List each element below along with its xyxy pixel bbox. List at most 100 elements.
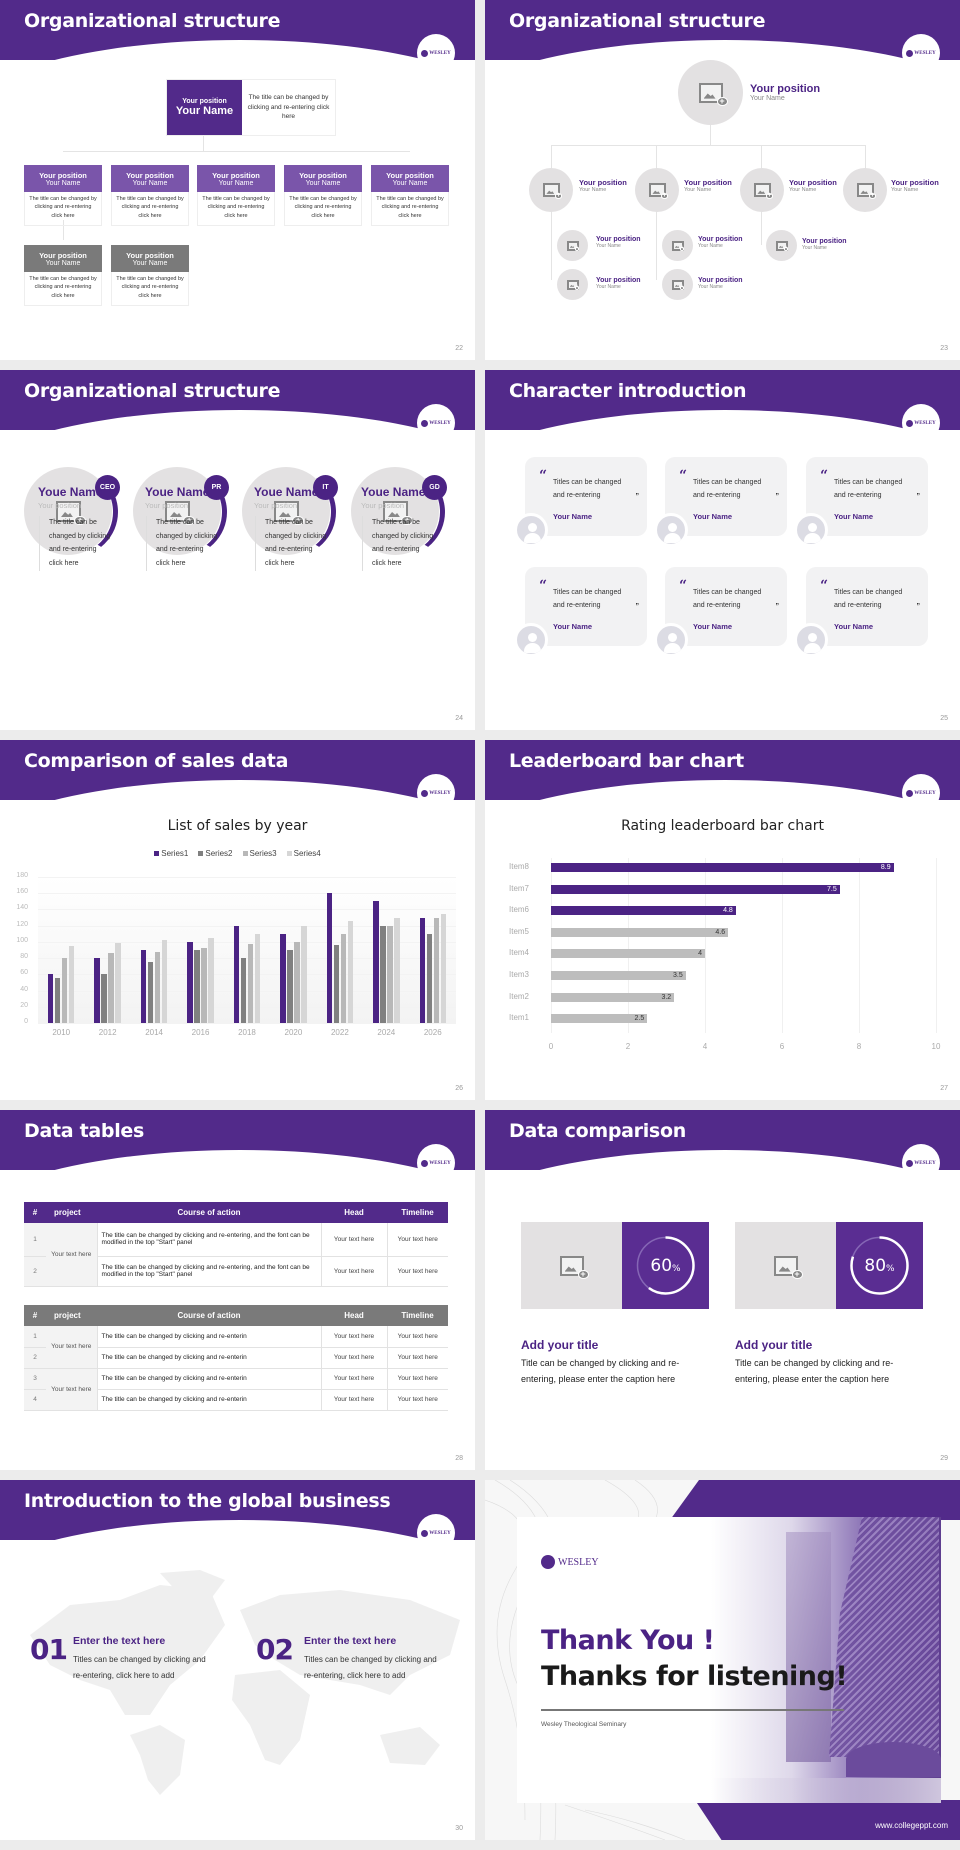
gridline xyxy=(38,925,456,927)
legend-item: Series4 xyxy=(286,849,321,858)
photo-placeholder[interactable]: + CEO xyxy=(24,467,120,557)
member-desc: The title can be changed by clicking and… xyxy=(39,516,111,571)
user-icon xyxy=(528,523,537,532)
bar xyxy=(380,925,386,1023)
slide-30[interactable]: Introduction to the global business WESL… xyxy=(0,1480,475,1840)
y-tick-label: Item4 xyxy=(509,948,530,958)
testimonial-card[interactable]: “ Titles can be changed and re-entering ” Y… xyxy=(806,457,928,536)
x-tick-label: 2014 xyxy=(145,1028,163,1037)
slide-24[interactable]: Organizational structure WESLEY + CEO Yo… xyxy=(0,370,475,730)
org-card[interactable]: Your position Your Name The title can be … xyxy=(284,165,362,227)
quote-open-icon: “ xyxy=(820,468,829,484)
photo-placeholder[interactable]: + xyxy=(557,269,588,300)
page-number: 26 xyxy=(455,1085,463,1092)
slide-22[interactable]: Organizational structure WESLEY Your pos… xyxy=(0,0,475,360)
table-row[interactable]: 4 The title can be changed by clicking a… xyxy=(24,1389,448,1411)
slide-title: Character introduction xyxy=(509,380,747,402)
level3-member: Your position Your Name xyxy=(596,277,641,290)
testimonial-name: Your Name xyxy=(553,622,593,631)
slide-31-thank-you[interactable]: WESLEY Thank You ! Thanks for listening!… xyxy=(485,1480,960,1840)
page-number: 28 xyxy=(455,1455,463,1462)
slide-26[interactable]: Comparison of sales data WESLEY List of … xyxy=(0,740,475,1100)
photo-placeholder[interactable]: + xyxy=(662,269,693,300)
wesley-logo: WESLEY xyxy=(417,34,455,72)
table-row[interactable]: 2 The title can be changed by clicking a… xyxy=(24,1256,448,1287)
testimonial-text: Titles can be changed and re-entering xyxy=(693,589,762,609)
photo-placeholder[interactable]: + xyxy=(678,60,743,125)
table-header-row: # project Course of action Head Timeline xyxy=(24,1202,448,1223)
user-icon xyxy=(528,633,537,642)
shrub-image xyxy=(846,1742,941,1777)
card-header: Your position Your Name xyxy=(111,245,189,272)
bar xyxy=(387,925,393,1023)
org-top-box[interactable]: Your position Your Name The title can be… xyxy=(166,79,336,136)
member-desc: The title can be changed by clicking and… xyxy=(255,516,327,571)
wesley-logo: WESLEY xyxy=(902,34,940,72)
org-card[interactable]: Your position Your Name The title can be … xyxy=(111,165,189,227)
slide-title: Organizational structure xyxy=(24,380,281,402)
photo-placeholder[interactable]: + xyxy=(635,168,679,212)
bar xyxy=(333,945,340,1023)
bar xyxy=(294,941,300,1023)
photo-placeholder[interactable]: + xyxy=(521,1222,622,1309)
bar: 3.2 xyxy=(551,992,675,1002)
progress-ring-icon xyxy=(636,1236,695,1295)
bar xyxy=(101,974,107,1023)
org-card[interactable]: Your position Your Name The title can be … xyxy=(24,245,102,307)
x-tick-label: 6 xyxy=(779,1042,785,1051)
photo-placeholder[interactable]: + xyxy=(557,230,588,261)
add-image-icon: + xyxy=(164,500,195,526)
y-tick-label: 40 xyxy=(20,985,28,993)
card-header: Your position Your Name xyxy=(111,165,189,192)
photo-placeholder[interactable]: + xyxy=(529,168,573,212)
page-number: 30 xyxy=(455,1825,463,1832)
website-link[interactable]: www.collegeppt.com xyxy=(875,1821,948,1830)
accent-ring xyxy=(353,467,445,557)
testimonial-name: Your Name xyxy=(553,512,593,521)
page-number: 27 xyxy=(940,1085,948,1092)
data-table-2: # project Course of action Head Timeline… xyxy=(24,1305,448,1411)
header-curve xyxy=(485,1150,960,1230)
photo-placeholder[interactable]: + GD xyxy=(351,467,447,557)
slide-28[interactable]: Data tables WESLEY # project Course of a… xyxy=(0,1110,475,1470)
table-row[interactable]: 3 Your text here The title can be change… xyxy=(24,1368,448,1411)
testimonial-text: Titles can be changed and re-entering xyxy=(553,479,622,499)
legend-item: Series2 xyxy=(198,849,233,858)
slide-29[interactable]: Data comparison WESLEY + 60% Add your ti… xyxy=(485,1110,960,1470)
table-row[interactable]: 1 Your text here The title can be change… xyxy=(24,1326,448,1369)
photo-placeholder[interactable]: + xyxy=(662,230,693,261)
photo-placeholder[interactable]: + xyxy=(740,168,784,212)
photo-placeholder[interactable]: + xyxy=(735,1222,836,1309)
avatar xyxy=(794,623,828,657)
progress-ring-icon xyxy=(850,1236,909,1295)
table-row[interactable]: 1 Your text here The title can be change… xyxy=(24,1223,448,1287)
top-desc: The title can be changed by clicking and… xyxy=(247,93,330,121)
item-number: 02 xyxy=(256,1633,294,1666)
org-card[interactable]: Your position Your Name The title can be … xyxy=(371,165,449,227)
org-card[interactable]: Your position Your Name The title can be … xyxy=(197,165,275,227)
slide-title: Introduction to the global business xyxy=(24,1490,391,1512)
bar-value-label: 4.8 xyxy=(723,907,733,915)
role-badge: CEO xyxy=(95,475,120,500)
org-card[interactable]: Your position Your Name The title can be … xyxy=(24,165,102,227)
bar xyxy=(208,937,214,1023)
bar xyxy=(326,893,333,1023)
org-card[interactable]: Your position Your Name The title can be … xyxy=(111,245,189,307)
photo-placeholder[interactable]: + xyxy=(843,168,887,212)
x-tick-label: 2016 xyxy=(191,1028,210,1037)
bar xyxy=(394,917,400,1023)
slide-25[interactable]: Character introduction WESLEY “ Titles ca… xyxy=(485,370,960,730)
photo-placeholder[interactable]: + PR xyxy=(133,467,229,557)
slide-27[interactable]: Leaderboard bar chart WESLEY Rating lead… xyxy=(485,740,960,1100)
y-tick-label: Item2 xyxy=(509,991,530,1001)
gridline xyxy=(551,858,552,1033)
top-box-header: Your position Your Name xyxy=(167,80,242,135)
photo-placeholder[interactable]: + xyxy=(766,230,797,261)
slide-23[interactable]: Organizational structure WESLEY + Your p… xyxy=(485,0,960,360)
photo-placeholder[interactable]: + IT xyxy=(242,467,338,557)
level3-member: Your position Your Name xyxy=(698,277,743,290)
add-image-icon: + xyxy=(382,500,413,526)
bar xyxy=(201,948,207,1023)
table-row[interactable]: 2 The title can be changed by clicking a… xyxy=(24,1347,448,1369)
level3-member: Your position Your Name xyxy=(802,238,847,251)
